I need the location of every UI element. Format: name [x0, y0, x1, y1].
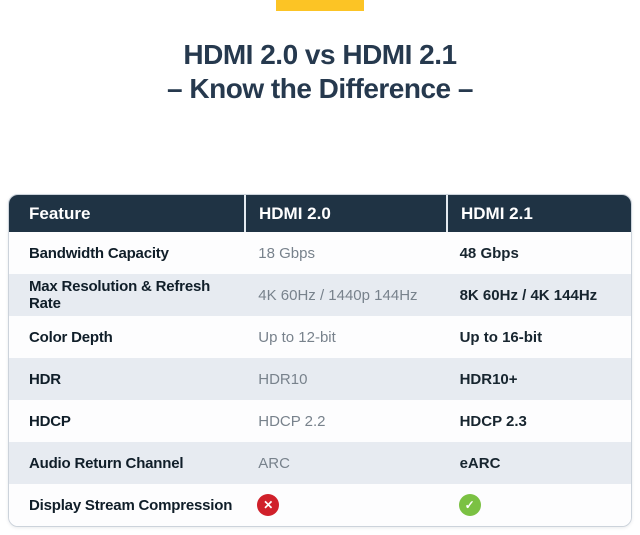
hdmi20-cell: HDR10 — [258, 370, 308, 388]
cross-circle-icon: ✕ — [257, 494, 280, 516]
comparison-table: Feature HDMI 2.0 HDMI 2.1 Bandwidth Capa… — [8, 194, 632, 527]
feature-cell: HDCP — [29, 412, 71, 430]
table-row: Max Resolution & Refresh Rate 4K 60Hz / … — [9, 274, 631, 316]
table-body: Bandwidth Capacity 18 Gbps 48 Gbps Max R… — [9, 232, 631, 526]
hdmi20-cell: 18 Gbps — [258, 244, 315, 262]
hdmi21-cell: 8K 60Hz / 4K 144Hz — [459, 286, 598, 304]
feature-cell: Bandwidth Capacity — [29, 244, 169, 262]
hdmi20-cell: Up to 12-bit — [258, 328, 336, 346]
header-cell-feature: Feature — [29, 203, 91, 223]
table-row: Color Depth Up to 12-bit Up to 16-bit — [9, 316, 631, 358]
table-row: Audio Return Channel ARC eARC — [9, 442, 631, 484]
table-row: Display Stream Compression ✕ ✓ — [9, 484, 631, 526]
check-circle-icon: ✓ — [458, 494, 481, 516]
feature-cell: HDR — [29, 370, 61, 388]
hdmi21-cell: ✓ — [445, 484, 631, 526]
title-line-1: HDMI 2.0 vs HDMI 2.1 — [183, 39, 457, 70]
hdmi20-cell: HDCP 2.2 — [258, 412, 326, 430]
table-row: HDCP HDCP 2.2 HDCP 2.3 — [9, 400, 631, 442]
hdmi20-cell: 4K 60Hz / 1440p 144Hz — [258, 286, 418, 304]
hdmi21-cell: eARC — [459, 454, 501, 472]
feature-cell: Color Depth — [29, 328, 113, 346]
table-row: HDR HDR10 HDR10+ — [9, 358, 631, 400]
header-cell-hdmi21: HDMI 2.1 — [446, 195, 631, 232]
hdmi21-cell: 48 Gbps — [459, 244, 519, 262]
feature-cell: Display Stream Compression — [29, 496, 233, 514]
table-header-row: Feature HDMI 2.0 HDMI 2.1 — [9, 195, 631, 232]
feature-cell: Max Resolution & Refresh Rate — [29, 278, 211, 312]
hdmi20-cell: ARC — [258, 454, 290, 472]
header-cell-hdmi20: HDMI 2.0 — [244, 195, 446, 232]
hdmi20-cell: ✕ — [243, 484, 444, 526]
table-row: Bandwidth Capacity 18 Gbps 48 Gbps — [9, 232, 631, 274]
feature-cell: Audio Return Channel — [29, 454, 184, 472]
accent-bar — [276, 0, 364, 11]
hdmi21-cell: HDCP 2.3 — [459, 412, 527, 430]
hdmi21-cell: Up to 16-bit — [459, 328, 543, 346]
page-title: HDMI 2.0 vs HDMI 2.1 – Know the Differen… — [0, 38, 640, 106]
hdmi21-cell: HDR10+ — [459, 370, 518, 388]
title-line-2: – Know the Difference – — [167, 73, 473, 104]
